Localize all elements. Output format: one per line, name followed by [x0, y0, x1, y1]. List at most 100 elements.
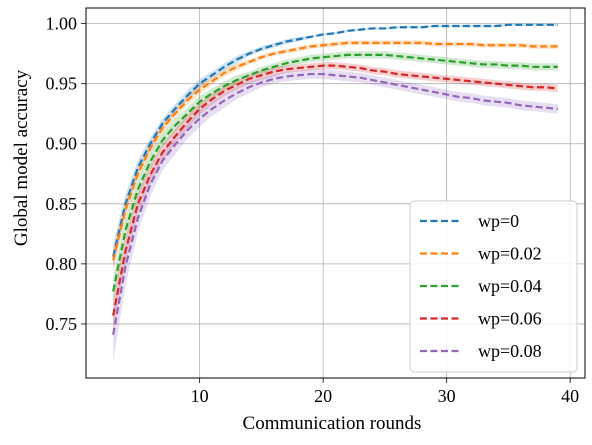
series-0-point — [248, 52, 250, 54]
series-2-point — [248, 74, 250, 76]
series-1-point — [297, 48, 299, 50]
series-2-point — [470, 62, 472, 64]
series-0-point — [458, 25, 460, 27]
series-0-point — [297, 38, 299, 40]
series-1-point — [483, 44, 485, 46]
series-2-point — [458, 61, 460, 63]
x-tick-label: 40 — [561, 386, 579, 406]
series-4-point — [495, 101, 497, 103]
series-4-point — [198, 117, 200, 119]
series-1-point — [174, 113, 176, 115]
y-tick-label: 0.90 — [46, 134, 78, 154]
series-3-point — [507, 84, 509, 86]
series-1-point — [137, 173, 139, 175]
series-0-point — [285, 40, 287, 42]
series-0-point — [260, 48, 262, 50]
series-2-point — [137, 188, 139, 190]
y-tick-label: 0.95 — [46, 74, 78, 94]
series-4-point — [322, 73, 324, 75]
series-4-point — [174, 144, 176, 146]
series-4-point — [458, 96, 460, 98]
legend-label-1: wp=0.02 — [478, 244, 542, 264]
series-1-point — [149, 147, 151, 149]
series-2-point — [149, 161, 151, 163]
series-0-point — [544, 24, 546, 26]
series-4-point — [285, 75, 287, 77]
series-4-point — [211, 108, 213, 110]
series-3-point — [408, 74, 410, 76]
series-3-point — [149, 174, 151, 176]
series-1-point — [520, 44, 522, 46]
series-3-point — [310, 66, 312, 68]
series-2-point — [384, 54, 386, 56]
series-2-point — [433, 58, 435, 60]
series-2-point — [334, 55, 336, 57]
series-2-point — [297, 60, 299, 62]
series-1-point — [445, 43, 447, 45]
series-2-point — [161, 139, 163, 141]
series-0-point — [396, 26, 398, 28]
series-2-point — [396, 55, 398, 57]
series-1-point — [507, 44, 509, 46]
series-0-point — [161, 122, 163, 124]
series-4-point — [544, 107, 546, 109]
series-1-point — [347, 42, 349, 44]
series-4-point — [396, 84, 398, 86]
grid-lines — [86, 8, 585, 378]
series-3-point — [359, 67, 361, 69]
series-1-point — [112, 259, 114, 261]
series-4-point — [124, 265, 126, 267]
series-0-point — [149, 143, 151, 145]
series-3-point — [174, 135, 176, 137]
series-4-point — [421, 88, 423, 90]
x-axis-label: Communication rounds — [243, 413, 422, 434]
series-2-point — [322, 56, 324, 58]
series-3-point — [285, 68, 287, 70]
series-3-point — [161, 151, 163, 153]
series-0-point — [421, 26, 423, 28]
series-1-point — [408, 42, 410, 44]
series-4-point — [248, 86, 250, 88]
series-3-point — [186, 121, 188, 123]
series-1-point — [248, 61, 250, 63]
series-4-point — [445, 93, 447, 95]
series-1-point — [235, 66, 237, 68]
legend-label-3: wp=0.06 — [478, 309, 542, 329]
series-0-point — [483, 25, 485, 27]
series-0-point — [211, 74, 213, 76]
series-4-point — [520, 104, 522, 106]
series-2-point — [211, 92, 213, 94]
plot-frame — [85, 7, 586, 379]
series-0-point — [520, 24, 522, 26]
series-4-point — [483, 99, 485, 101]
series-1-point — [124, 209, 126, 211]
series-1-point — [433, 43, 435, 45]
series-2-point — [520, 64, 522, 66]
y-tick-label: 0.80 — [46, 254, 78, 274]
series-3-line — [112, 64, 558, 316]
series-3-point — [137, 203, 139, 205]
series-1-point — [495, 44, 497, 46]
series-4-point — [371, 79, 373, 81]
series-2-point — [235, 79, 237, 81]
series-3-point — [297, 67, 299, 69]
x-tick-label: 10 — [191, 386, 209, 406]
series-2-point — [408, 56, 410, 58]
series-2-point — [124, 229, 126, 231]
series-2-point — [421, 57, 423, 59]
series-4-point — [557, 108, 559, 110]
series-0-point — [334, 32, 336, 34]
series-3-point — [470, 80, 472, 82]
series-4-point — [137, 217, 139, 219]
legend-label-0: wp=0 — [478, 211, 519, 231]
series-4-point — [273, 78, 275, 80]
series-2-point — [445, 60, 447, 62]
series-2-point — [285, 62, 287, 64]
series-2-point — [112, 290, 114, 292]
series-4-point — [507, 102, 509, 104]
series-0-point — [310, 36, 312, 38]
series-3-point — [371, 69, 373, 71]
series-0-point — [371, 27, 373, 29]
series-0-point — [507, 24, 509, 26]
series-1-point — [359, 42, 361, 44]
